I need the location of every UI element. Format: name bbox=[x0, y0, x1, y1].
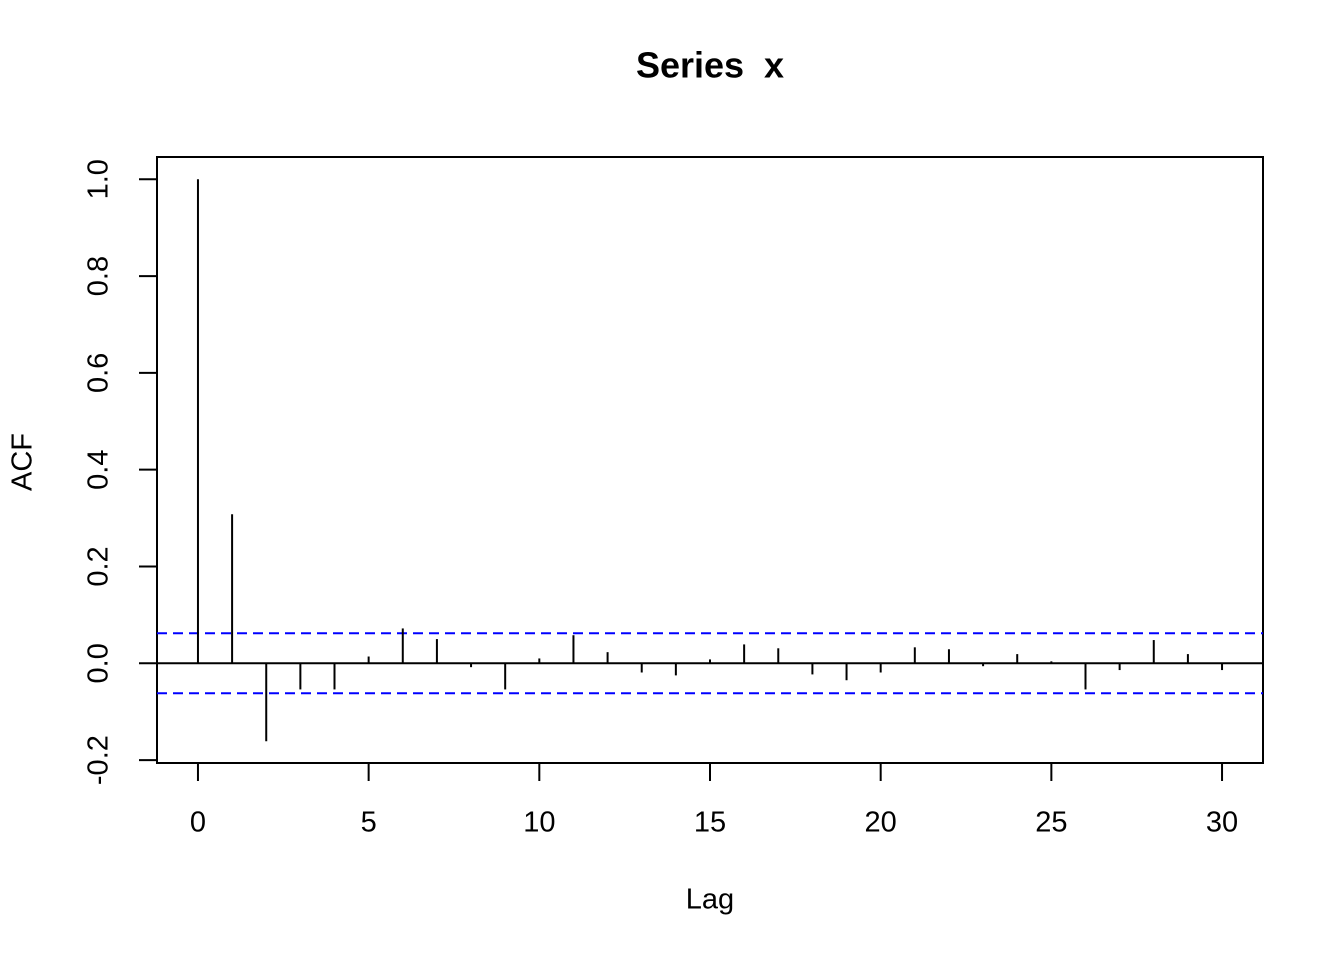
y-axis-label: ACF bbox=[7, 433, 39, 491]
x-tick-label: 0 bbox=[190, 807, 206, 839]
x-tick-label: 15 bbox=[694, 807, 726, 839]
plot-frame bbox=[156, 156, 1264, 764]
x-tick-label: 30 bbox=[1206, 807, 1238, 839]
x-tick-label: 10 bbox=[523, 807, 555, 839]
y-tick-label: 0.0 bbox=[83, 643, 115, 683]
y-tick-label: 0.4 bbox=[83, 450, 115, 490]
x-tick-label: 25 bbox=[1035, 807, 1067, 839]
chart-title: Series x bbox=[636, 45, 784, 86]
y-tick-label: -0.2 bbox=[83, 735, 115, 785]
x-axis-label: Lag bbox=[686, 884, 734, 916]
x-tick-label: 20 bbox=[865, 807, 897, 839]
y-tick-label: 0.2 bbox=[83, 546, 115, 586]
x-tick-label: 5 bbox=[361, 807, 377, 839]
y-tick-label: 0.6 bbox=[83, 353, 115, 393]
y-tick-label: 0.8 bbox=[83, 256, 115, 296]
y-tick-label: 1.0 bbox=[83, 159, 115, 199]
